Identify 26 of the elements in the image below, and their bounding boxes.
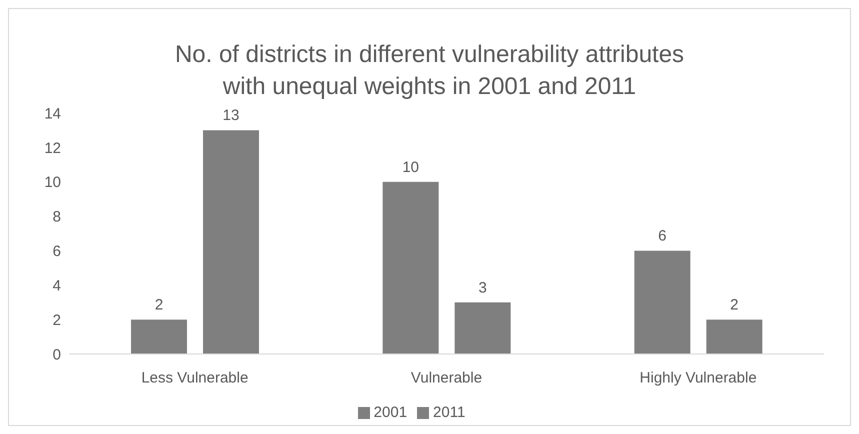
x-tick-label: Vulnerable <box>410 370 482 387</box>
y-tick-label: 0 <box>52 346 61 364</box>
legend-label: 2001 <box>374 404 408 421</box>
data-label: 2 <box>154 296 164 314</box>
y-tick-label: 8 <box>52 208 61 226</box>
bar <box>131 320 187 354</box>
y-tick-label: 12 <box>44 140 61 157</box>
y-tick-label: 14 <box>44 105 61 122</box>
data-label: 10 <box>402 158 420 176</box>
data-label: 3 <box>478 279 487 296</box>
bar <box>454 302 511 354</box>
chart-title: No. of districts in different vulnerability attributes with unequal weights in 2001 and 2011 <box>174 40 686 102</box>
y-tick-label: 2 <box>52 312 61 329</box>
data-label: 13 <box>222 107 240 124</box>
x-tick-label: Highly Vulnerable <box>640 370 757 387</box>
x-tick-label: Less Vulnerable <box>141 370 248 387</box>
y-tick-label: 4 <box>52 277 61 294</box>
bar <box>634 250 690 354</box>
bar <box>706 320 762 354</box>
bar <box>203 130 259 354</box>
y-tick-label: 6 <box>52 243 61 260</box>
legend-label: 2011 <box>433 404 466 421</box>
data-label: 6 <box>658 228 667 245</box>
data-label: 2 <box>730 296 739 314</box>
bar <box>382 182 439 354</box>
y-tick-label: 10 <box>44 174 61 192</box>
